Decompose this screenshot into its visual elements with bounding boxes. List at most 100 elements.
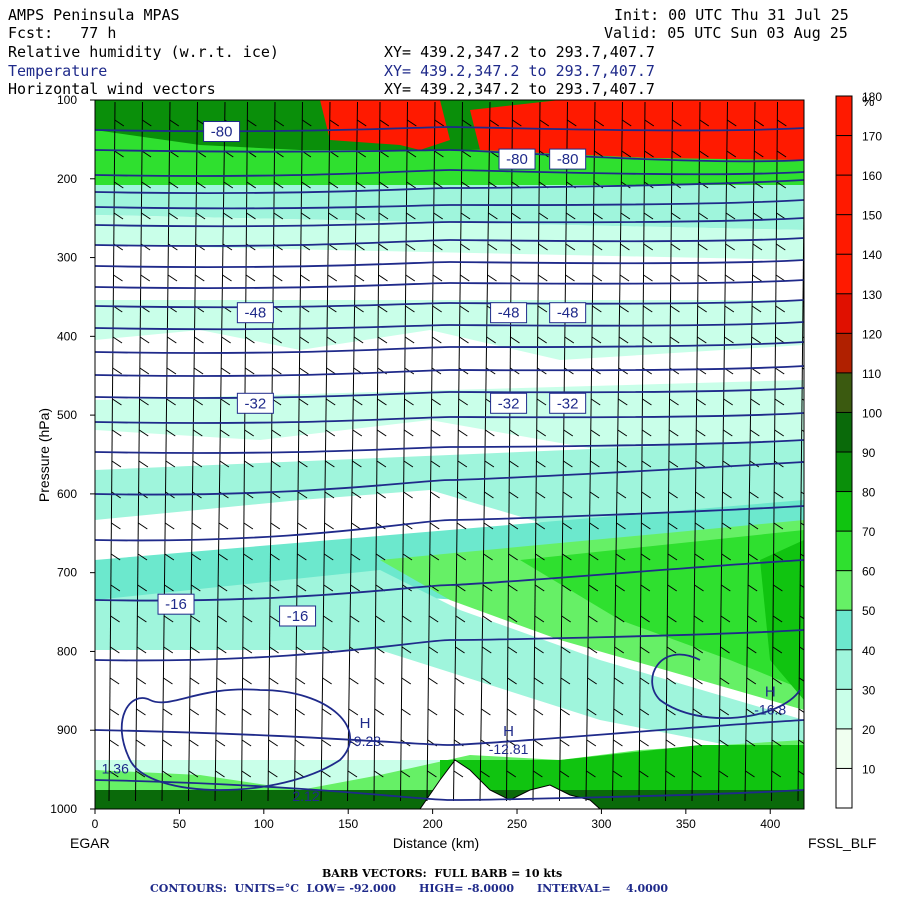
colorbar-tick-label: 80 [862, 486, 876, 500]
wind-barb-flag [670, 243, 681, 251]
colorbar-tick-label: 120 [862, 327, 882, 341]
wind-barb-flag [619, 274, 630, 282]
wind-barb-flag [613, 708, 624, 716]
wind-barb-flag [773, 491, 784, 499]
x-tick-label: 100 [254, 817, 274, 831]
wind-barb-flag [141, 181, 151, 189]
wind-barb-flag [298, 398, 309, 406]
wind-barb-flag [328, 212, 338, 220]
wind-barb-flag [407, 119, 417, 127]
wind-barb-flag [322, 677, 332, 685]
wind-barb-flag [692, 739, 703, 747]
contour-label: -80 [211, 124, 233, 141]
wind-barb-flag [560, 739, 570, 747]
wind-barb-flag [617, 460, 627, 468]
wind-barb-flag [668, 491, 678, 499]
wind-barb-staff [426, 101, 436, 802]
wind-barb-flag [506, 770, 517, 778]
wind-barb-flag [561, 646, 571, 654]
wind-barb-flag [349, 677, 359, 685]
wind-barb-flag [534, 677, 544, 685]
wind-barb-flag [218, 522, 229, 530]
wind-barb-flag [510, 274, 521, 282]
wind-barb-flag [562, 553, 572, 561]
wind-barb-flag [508, 491, 519, 499]
wind-barb-staff [161, 101, 171, 802]
colorbar-bin [836, 214, 852, 255]
colorbar-bin [836, 728, 852, 769]
wind-barb-flag [800, 491, 804, 495]
wind-barb-flag [694, 584, 704, 592]
wind-barb-flag [242, 646, 253, 654]
wind-barb-staff [188, 101, 198, 802]
wind-barb-flag [268, 739, 278, 747]
wind-barb-flag [400, 770, 411, 778]
wind-barb-flag [486, 336, 496, 344]
wind-barb-flag [195, 243, 205, 251]
wind-barb-flag [480, 770, 490, 778]
wind-barb-flag [453, 770, 464, 778]
wind-barb-flag [694, 522, 705, 530]
wind-barb-flag [666, 708, 676, 716]
wind-barb-flag [401, 677, 412, 685]
wind-barb-flag [138, 460, 149, 468]
wind-barb-flag [776, 212, 786, 220]
wind-barb-flag [272, 336, 282, 344]
wind-barb-flag [406, 150, 417, 158]
temp-contour [95, 237, 804, 247]
wind-barb-flag [193, 398, 203, 406]
x-tick-label: 150 [338, 817, 358, 831]
wind-barb-flag [775, 336, 785, 344]
wind-barb-flag [272, 367, 282, 375]
rh-band-650-right [760, 540, 804, 700]
wind-barb-flag [379, 181, 389, 189]
wind-barb-flag [241, 770, 252, 778]
wind-barb-flag [800, 553, 804, 557]
x-tick-label: 300 [591, 817, 611, 831]
wind-barb-flag [294, 770, 305, 778]
colorbar-bin [836, 570, 852, 611]
plot-frame [94, 99, 805, 810]
wind-barb-flag [591, 336, 602, 344]
wind-barb-flag [376, 491, 386, 499]
wind-barb-flag [693, 646, 704, 654]
wind-barb-flag [270, 553, 280, 561]
temp-contour [95, 217, 804, 228]
wind-barb-flag [136, 708, 146, 716]
wind-barb-flag [243, 553, 253, 561]
temp-contour [95, 259, 804, 269]
contour-label: -16 [287, 608, 309, 625]
colorbar-bin [836, 689, 852, 729]
temperature-contours [95, 126, 804, 801]
wind-barb-flag [481, 708, 491, 716]
wind-barb-flag [720, 615, 731, 623]
wind-barb-flag [242, 708, 252, 716]
wind-barb-flag [754, 119, 764, 127]
wind-barb-flag [565, 274, 575, 282]
wind-barb-flag [405, 243, 416, 251]
wind-barb-flag [111, 522, 121, 530]
wind-barb-flag [162, 739, 173, 747]
wind-barb-flag [190, 646, 200, 654]
wind-barb-flag [719, 677, 730, 685]
wind-barb-flag [456, 553, 467, 561]
wind-barb-flag [614, 615, 625, 623]
colorbar-tick-label: 150 [862, 209, 882, 223]
wind-barb-flag [458, 367, 469, 375]
wind-barb-flag [803, 212, 804, 214]
wind-barb-flag [774, 367, 785, 375]
temp-contour [95, 179, 804, 195]
left-endpoint-label: EGAR [70, 835, 110, 851]
wind-barb-flag [539, 119, 550, 127]
wind-barb-flag [113, 212, 124, 220]
wind-barb-flag [244, 429, 254, 437]
colorbar-tick-label: 60 [862, 565, 876, 579]
wind-barb-flag [269, 646, 279, 654]
wind-barb-flag [406, 212, 416, 220]
wind-barb-flag [109, 677, 120, 685]
wind-barb-flag [216, 708, 226, 716]
field-rh-xy: XY= 439.2,347.2 to 293.7,407.7 [384, 43, 655, 61]
wind-barb-flag [295, 708, 305, 716]
wind-barb-flag [241, 739, 252, 747]
wind-barb-flag [403, 491, 413, 499]
